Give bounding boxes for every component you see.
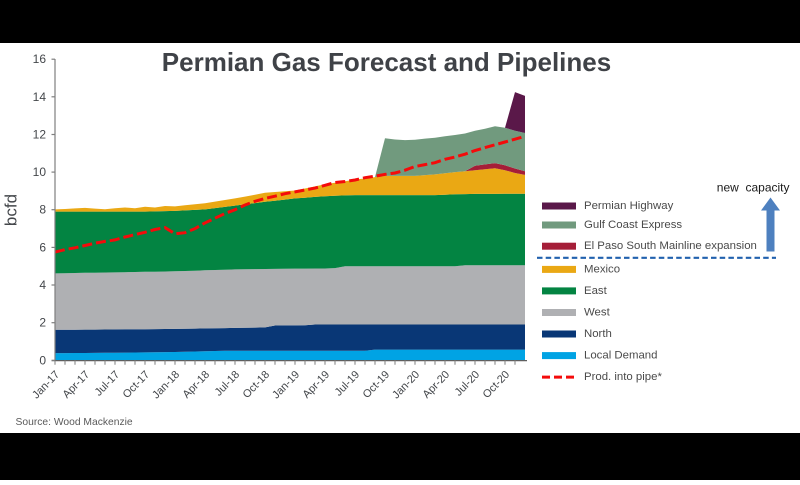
svg-text:10: 10 — [33, 165, 47, 179]
svg-text:2: 2 — [39, 316, 46, 330]
svg-text:bcfd: bcfd — [2, 194, 21, 226]
svg-text:16: 16 — [33, 52, 47, 66]
svg-text:Permian Highway: Permian Highway — [584, 200, 674, 212]
svg-text:4: 4 — [39, 278, 46, 292]
svg-text:North: North — [584, 328, 612, 340]
svg-text:0: 0 — [39, 353, 46, 367]
svg-text:East: East — [584, 285, 608, 297]
svg-text:Source: Wood Mackenzie: Source: Wood Mackenzie — [16, 417, 133, 428]
svg-text:El Paso South Mainline expansi: El Paso South Mainline expansion — [584, 240, 757, 252]
svg-text:West: West — [584, 307, 611, 319]
svg-text:14: 14 — [33, 90, 47, 104]
svg-text:Prod. into pipe*: Prod. into pipe* — [584, 371, 662, 383]
svg-text:12: 12 — [33, 128, 47, 142]
svg-text:6: 6 — [39, 240, 46, 254]
svg-text:8: 8 — [39, 203, 46, 217]
svg-text:new capacity: new capacity — [717, 181, 790, 195]
svg-text:Mexico: Mexico — [584, 263, 620, 275]
svg-text:Permian Gas Forecast and Pipel: Permian Gas Forecast and Pipelines — [162, 47, 611, 77]
svg-text:Local Demand: Local Demand — [584, 350, 657, 362]
svg-text:Gulf Coast Express: Gulf Coast Express — [584, 219, 682, 231]
